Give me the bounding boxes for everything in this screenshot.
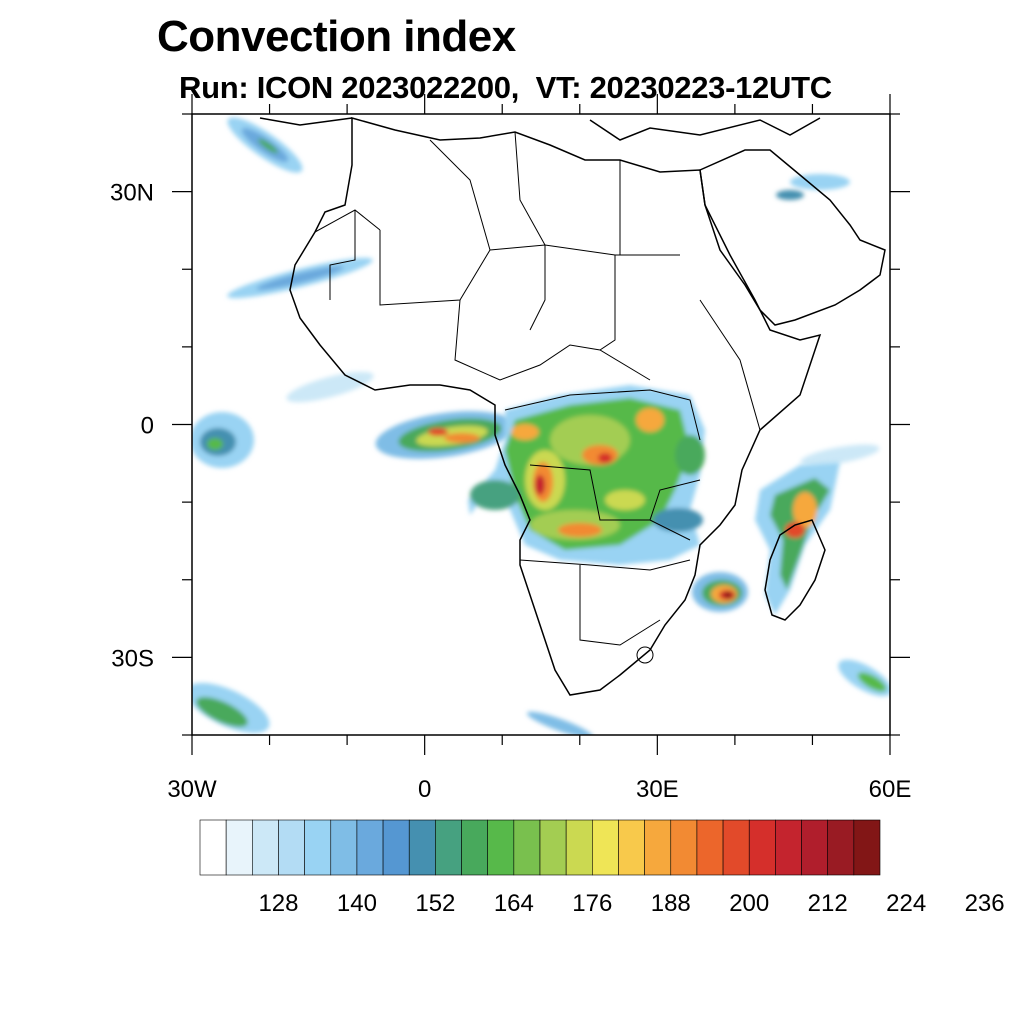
colorbar-swatch [539,819,567,876]
colorbar-swatch [435,819,462,876]
colorbar-swatch [565,819,593,876]
colorbar-swatch [330,819,358,876]
colorbar-swatch [382,819,410,876]
colorbar-swatch [853,819,881,876]
colorbar-swatch [408,819,436,876]
colorbar-swatch [801,819,828,876]
colorbar-swatch [696,819,724,876]
colorbar-label: 176 [572,890,612,917]
lat-tick-label: 0 [141,413,154,440]
convection-north-atlantic [192,117,890,735]
colorbar-swatch [670,819,698,876]
colorbar-swatch [278,819,305,876]
colorbar-swatch [461,819,488,876]
colorbar-swatch [592,819,619,876]
colorbar-swatch [722,819,750,876]
colorbar-swatch [225,819,253,876]
convection-madagascar [755,462,840,615]
colorbar-swatch [252,819,279,876]
lat-tick-label: 30S [111,645,154,672]
colorbar-swatch [775,819,802,876]
lon-tick-label: 30W [167,776,217,803]
colorbar-label: 224 [886,890,926,917]
colorbar-label: 212 [808,890,848,917]
colorbar-label: 164 [494,890,534,917]
colorbar-swatch [827,819,855,876]
colorbar-swatch [304,819,332,876]
convection-gulf-of-guinea [375,411,515,459]
colorbar: 128 140 152 164 176 188 200 212 224 236 [199,819,1005,917]
colorbar-label: 140 [337,890,377,917]
lon-tick-label: 0 [418,776,431,803]
colorbar-swatch [618,819,645,876]
colorbar-swatch [356,819,384,876]
colorbar-label: 200 [729,890,769,917]
colorbar-swatch [748,819,776,876]
lat-tick-label: 30N [110,180,154,207]
map-subtitle: Run: ICON 2023022200, VT: 20230223-12UTC [179,70,832,105]
lon-tick-label: 60E [869,776,912,803]
axis-tick-labels: 30N 0 30S 30W 0 30E 60E [110,180,911,803]
lon-tick-label: 30E [636,776,679,803]
coastlines [259,117,886,696]
colorbar-label: 236 [965,890,1005,917]
axis-ticks [172,94,910,755]
map-title: Convection index [157,12,516,61]
colorbar-swatch [644,819,672,876]
colorbar-swatch [513,819,541,876]
colorbar-label: 152 [415,890,455,917]
country-borders [314,131,761,664]
convection-central-africa [468,385,705,565]
colorbar-label: 128 [258,890,298,917]
colorbar-swatch [487,819,515,876]
colorbar-label: 188 [651,890,691,917]
convection-field [192,117,890,735]
colorbar-swatch [199,819,227,876]
convection-cyclone [692,572,748,612]
